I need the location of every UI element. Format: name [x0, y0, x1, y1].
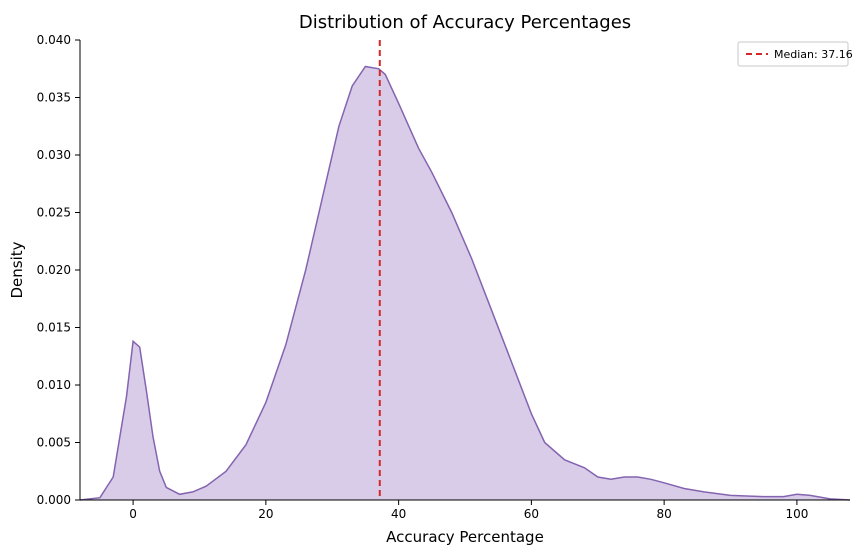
x-tick-label: 0: [129, 507, 137, 521]
x-tick-label: 40: [391, 507, 406, 521]
y-tick-label: 0.040: [37, 33, 71, 47]
legend-median-label: Median: 37.16: [774, 48, 853, 61]
x-tick-label: 20: [258, 507, 273, 521]
y-tick-label: 0.035: [37, 91, 71, 105]
chart-container: Distribution of Accuracy Percentages 0 20…: [0, 0, 868, 554]
chart-title: Distribution of Accuracy Percentages: [299, 12, 631, 33]
y-tick-label: 0.030: [37, 148, 71, 162]
legend: Median: 37.16: [738, 42, 853, 66]
x-tick-label: 80: [656, 507, 671, 521]
x-ticks: 0 20 40 60 80 100: [129, 500, 808, 521]
density-fill: [80, 67, 850, 501]
y-axis-label: Density: [8, 241, 26, 298]
y-tick-label: 0.015: [37, 321, 71, 335]
x-axis-label: Accuracy Percentage: [386, 528, 544, 546]
y-tick-label: 0.005: [37, 436, 71, 450]
y-tick-label: 0.020: [37, 263, 71, 277]
y-tick-label: 0.010: [37, 378, 71, 392]
x-tick-label: 100: [785, 507, 808, 521]
x-tick-label: 60: [524, 507, 539, 521]
plot-area: 020406080100 0.0000.0050.0100.0150.0200.…: [37, 33, 850, 521]
y-ticks: 0.000 0.005 0.010 0.015 0.020 0.025 0.030 0.035…: [37, 33, 80, 507]
kde-chart-svg: Distribution of Accuracy Percentages 0 20…: [0, 0, 868, 554]
y-tick-label: 0.025: [37, 206, 71, 220]
y-tick-label: 0.000: [37, 493, 71, 507]
